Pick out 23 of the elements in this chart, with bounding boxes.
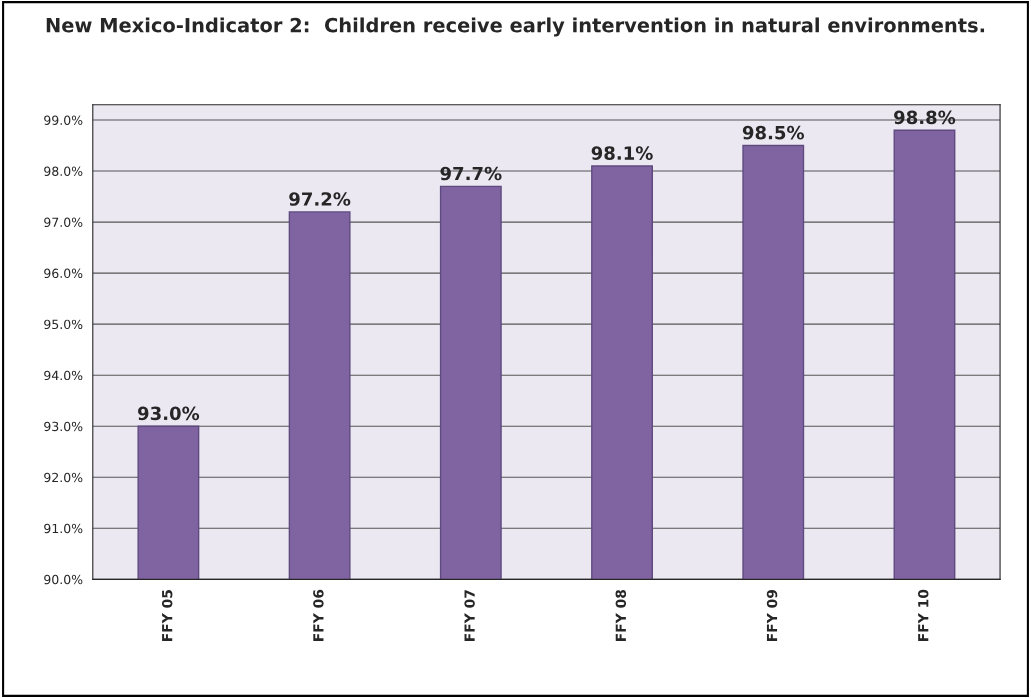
data-label: 98.8% [894, 110, 956, 125]
x-tick-label: FFY 08 [615, 589, 627, 641]
y-tick-label: 93.0% [44, 421, 83, 432]
y-tick-label: 92.0% [44, 472, 83, 483]
y-tick-label: 91.0% [44, 523, 83, 534]
y-tick-label: 94.0% [44, 370, 83, 381]
x-tick-label: FFY 10 [917, 589, 929, 641]
data-label: 93.0% [138, 406, 200, 421]
y-tick-label: 99.0% [44, 115, 83, 125]
y-tick-label: 98.0% [44, 166, 83, 176]
y-tick-label: 90.0% [44, 574, 83, 585]
y-tick-label: 95.0% [44, 319, 83, 330]
x-tick-label: FFY 06 [313, 589, 324, 641]
x-tick-label: FFY 05 [161, 590, 173, 641]
data-label: 97.7% [440, 166, 502, 181]
x-tick-label: FFY 07 [464, 590, 475, 641]
chart-title: New Mexico-Indicator 2: Children receive early intervention in natural environments. [46, 17, 985, 37]
data-label: 98.5% [742, 125, 804, 140]
x-tick-label: FFY 09 [766, 589, 778, 641]
y-tick-label: 96.0% [44, 268, 83, 279]
data-label: 98.1% [591, 146, 653, 160]
y-tick-label: 97.0% [44, 217, 83, 228]
data-label: 97.2% [289, 192, 351, 206]
